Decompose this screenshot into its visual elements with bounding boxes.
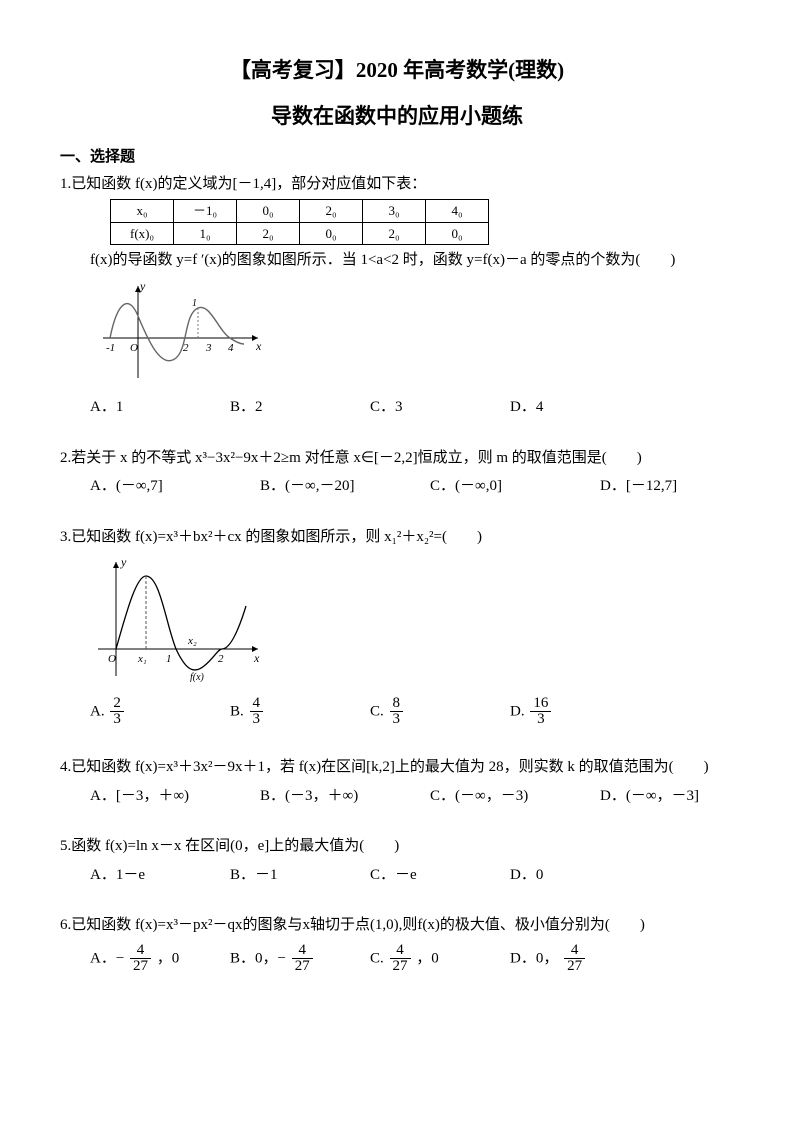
svg-text:O: O [108, 653, 116, 665]
q1-opt-d: D．4 [510, 396, 630, 419]
q6-d-num: 4 [564, 943, 585, 960]
q1-stem-a: 1.已知函数 f(x)的定义域为[－1,4]，部分对应值如下表： [60, 173, 734, 196]
q1-options: A．1 B．2 C．3 D．4 [90, 396, 734, 419]
q2-opt-d: D．[－12,7] [600, 475, 750, 498]
q6-a-num: 4 [130, 943, 151, 960]
q4-opt-a: A．[－3，＋∞) [90, 785, 240, 808]
svg-text:2: 2 [218, 653, 224, 665]
q6-d-prefix: D．0， [510, 950, 558, 966]
q6-a-den: 27 [130, 959, 151, 975]
page-title-2: 导数在函数中的应用小题练 [60, 101, 734, 133]
q6-c-prefix: C. [370, 950, 384, 966]
svg-text:2: 2 [183, 342, 189, 354]
q4-opt-b: B．(－3，＋∞) [260, 785, 410, 808]
q3-a-num: 2 [110, 696, 124, 713]
svg-text:x: x [255, 339, 262, 353]
q2-stem: 2.若关于 x 的不等式 x³−3x²−9x＋2≥m 对任意 x∈[－2,2]恒… [60, 447, 734, 470]
svg-text:x₁: x₁ [137, 653, 147, 665]
q6-opt-c: C. 427 ，0 [370, 943, 490, 976]
q2-options: A．(－∞,7] B．(－∞,－20] C．(－∞,0] D．[－12,7] [90, 475, 734, 498]
q3-opt-a: A. 23 [90, 696, 210, 729]
q6-d-den: 27 [564, 959, 585, 975]
q1-t-r1c5: 3₀ [363, 200, 426, 223]
q2-opt-b: B．(－∞,－20] [260, 475, 410, 498]
q1-t-r1c4: 2₀ [300, 200, 363, 223]
q3-d-prefix: D. [510, 703, 525, 719]
svg-text:x₂: x₂ [187, 635, 197, 647]
section-heading: 一、选择题 [60, 146, 734, 169]
svg-text:3: 3 [205, 342, 212, 354]
q1-opt-c: C．3 [370, 396, 490, 419]
q6-a-prefix: A．− [90, 950, 124, 966]
q5-opt-d: D．0 [510, 864, 630, 887]
q1-t-r1c1: x₀ [111, 200, 174, 223]
q1-opt-a: A．1 [90, 396, 210, 419]
q4-stem: 4.已知函数 f(x)=x³＋3x²－9x＋1，若 f(x)在区间[k,2]上的… [60, 756, 734, 779]
q6-opt-a: A．− 427 ，0 [90, 943, 210, 976]
q1-graph: y x -1 O 2 3 4 1 [88, 278, 734, 391]
q3-a-den: 3 [110, 712, 124, 728]
svg-text:1: 1 [192, 298, 197, 309]
q6-b-num: 4 [292, 943, 313, 960]
q1-table: x₀ －1₀ 0₀ 2₀ 3₀ 4₀ f(x)₀ 1₀ 2₀ 0₀ 2₀ 0₀ [110, 199, 489, 245]
q6-opt-d: D．0， 427 [510, 943, 630, 976]
q5-opt-a: A．1－e [90, 864, 210, 887]
q2-opt-c: C．(－∞,0] [430, 475, 580, 498]
q3-opt-d: D. 163 [510, 696, 630, 729]
q3-stem: 3.已知函数 f(x)=x³＋bx²＋cx 的图象如图所示，则 x₁²＋x₂²=… [60, 526, 734, 549]
q1-t-r2c5: 2₀ [363, 222, 426, 245]
q3-opt-c: C. 83 [370, 696, 490, 729]
q1-t-r2c4: 0₀ [300, 222, 363, 245]
q3-c-num: 8 [390, 696, 404, 713]
q6-b-prefix: B．0，− [230, 950, 286, 966]
q3-a-prefix: A. [90, 703, 105, 719]
q6-c-num: 4 [390, 943, 411, 960]
q1-t-r2c6: 0₀ [426, 222, 489, 245]
q4-opt-d: D．(－∞，－3] [600, 785, 750, 808]
q3-graph: y x O x₁ 1 x₂ 2 f(x) [88, 554, 734, 690]
q1-opt-b: B．2 [230, 396, 350, 419]
q3-b-num: 4 [250, 696, 264, 713]
svg-text:f(x): f(x) [190, 672, 205, 682]
q6-options: A．− 427 ，0 B．0，− 427 C. 427 ，0 D．0， 427 [90, 943, 734, 976]
q1-t-r1c6: 4₀ [426, 200, 489, 223]
q1-t-r1c3: 0₀ [237, 200, 300, 223]
svg-text:1: 1 [166, 653, 172, 665]
q3-options: A. 23 B. 43 C. 83 D. 163 [90, 696, 734, 729]
q3-c-den: 3 [390, 712, 404, 728]
q3-b-prefix: B. [230, 703, 244, 719]
q1-t-r2c2: 1₀ [174, 222, 237, 245]
svg-text:4: 4 [228, 342, 234, 354]
q5-stem: 5.函数 f(x)=ln x－x 在区间(0，e]上的最大值为( ) [60, 835, 734, 858]
q6-opt-b: B．0，− 427 [230, 943, 350, 976]
q5-options: A．1－e B．－1 C．－e D．0 [90, 864, 734, 887]
q6-stem: 6.已知函数 f(x)=x³－px²－qx的图象与x轴切于点(1,0),则f(x… [60, 914, 734, 937]
q2-opt-a: A．(－∞,7] [90, 475, 240, 498]
svg-text:y: y [120, 555, 127, 569]
q6-a-suffix: ，0 [157, 950, 180, 966]
page-title-1: 【高考复习】2020 年高考数学(理数) [60, 55, 734, 87]
q3-d-den: 3 [530, 712, 551, 728]
q3-b-den: 3 [250, 712, 264, 728]
q5-opt-c: C．－e [370, 864, 490, 887]
q1-t-r1c2: －1₀ [174, 200, 237, 223]
q6-c-suffix: ，0 [416, 950, 439, 966]
q1-stem-b: f(x)的导函数 y=f ′(x)的图象如图所示．当 1<a<2 时，函数 y=… [60, 249, 734, 272]
q5-opt-b: B．－1 [230, 864, 350, 887]
q3-c-prefix: C. [370, 703, 384, 719]
q1-t-r2c1: f(x)₀ [111, 222, 174, 245]
svg-text:-1: -1 [106, 342, 115, 354]
svg-text:O: O [130, 342, 138, 354]
q6-c-den: 27 [390, 959, 411, 975]
q4-options: A．[－3，＋∞) B．(－3，＋∞) C．(－∞，－3) D．(－∞，－3] [90, 785, 734, 808]
q4-opt-c: C．(－∞，－3) [430, 785, 580, 808]
q3-d-num: 16 [530, 696, 551, 713]
q1-t-r2c3: 2₀ [237, 222, 300, 245]
svg-text:x: x [253, 651, 260, 665]
q6-b-den: 27 [292, 959, 313, 975]
svg-text:y: y [139, 279, 146, 293]
q3-opt-b: B. 43 [230, 696, 350, 729]
